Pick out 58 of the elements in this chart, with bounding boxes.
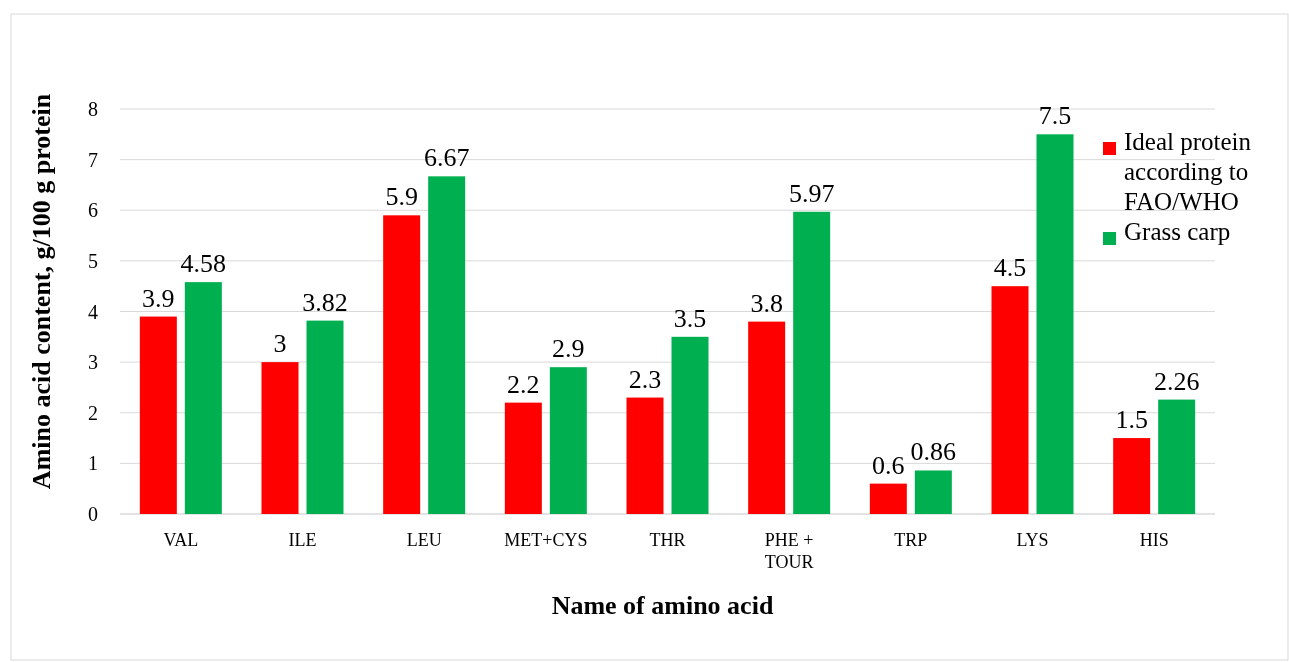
data-label: 4.58: [180, 249, 227, 279]
x-tick-label: LYS: [1016, 530, 1049, 550]
bar: [914, 470, 952, 514]
bar: [504, 402, 542, 514]
bar: [306, 320, 344, 514]
x-axis-title: Name of amino acid: [551, 591, 774, 620]
y-tick-label: 2: [88, 401, 98, 424]
data-label: 5.9: [385, 182, 418, 212]
bar: [626, 397, 664, 514]
data-label: 5.97: [788, 178, 835, 208]
y-tick-label: 1: [88, 452, 98, 475]
bar: [1158, 399, 1196, 514]
y-tick-label: 8: [88, 98, 98, 120]
bar: [991, 286, 1029, 514]
x-tick-label: TRP: [894, 530, 928, 550]
bar: [261, 362, 299, 514]
y-tick-label: 0: [88, 503, 98, 525]
x-tick-label: ILE: [288, 530, 317, 550]
data-label: 2.9: [552, 334, 585, 364]
y-tick-label: 4: [88, 300, 98, 323]
bar: [139, 316, 177, 514]
y-tick-label: 7: [88, 148, 98, 171]
data-label: 7.5: [1038, 101, 1072, 131]
data-label: 3: [273, 329, 287, 359]
data-label: 3.8: [750, 288, 783, 318]
bar: [748, 321, 786, 514]
data-label: 3.82: [302, 287, 348, 317]
x-tick-label: HIS: [1139, 530, 1169, 550]
data-label: 4.5: [993, 253, 1027, 283]
bar: [549, 367, 587, 514]
bar: [671, 336, 709, 514]
bar: [1113, 438, 1151, 514]
x-tick-label: LEU: [406, 530, 442, 550]
data-label: 2.3: [628, 364, 662, 394]
legend-label: Ideal protein according to FAO/WHO: [1124, 128, 1252, 215]
x-tick-label: PHE + TOUR: [764, 530, 814, 572]
y-tick-label: 5: [88, 249, 98, 272]
data-label: 6.67: [423, 143, 470, 173]
data-label: 0.6: [872, 450, 905, 480]
data-label: 2.26: [1153, 366, 1200, 396]
bar: [383, 215, 421, 514]
y-tick-label: 6: [88, 199, 98, 222]
x-tick-label: MET+CYS: [504, 530, 588, 550]
bar: [793, 211, 831, 514]
data-label: 0.86: [910, 437, 957, 467]
data-label: 1.5: [1115, 405, 1148, 435]
bar: [1036, 134, 1074, 514]
data-label: 3.5: [673, 303, 707, 333]
data-label: 2.2: [507, 369, 540, 399]
y-axis-title: Amino acid content, g/100 g protein: [27, 93, 56, 490]
bar: [428, 176, 466, 514]
x-tick-label: THR: [649, 530, 686, 550]
legend-label: Grass carp: [1124, 218, 1231, 245]
data-label: 3.9: [142, 283, 175, 313]
y-tick-label: 3: [88, 351, 98, 374]
bar: [184, 282, 222, 514]
x-tick-label: VAL: [163, 530, 199, 550]
bar: [869, 483, 907, 514]
